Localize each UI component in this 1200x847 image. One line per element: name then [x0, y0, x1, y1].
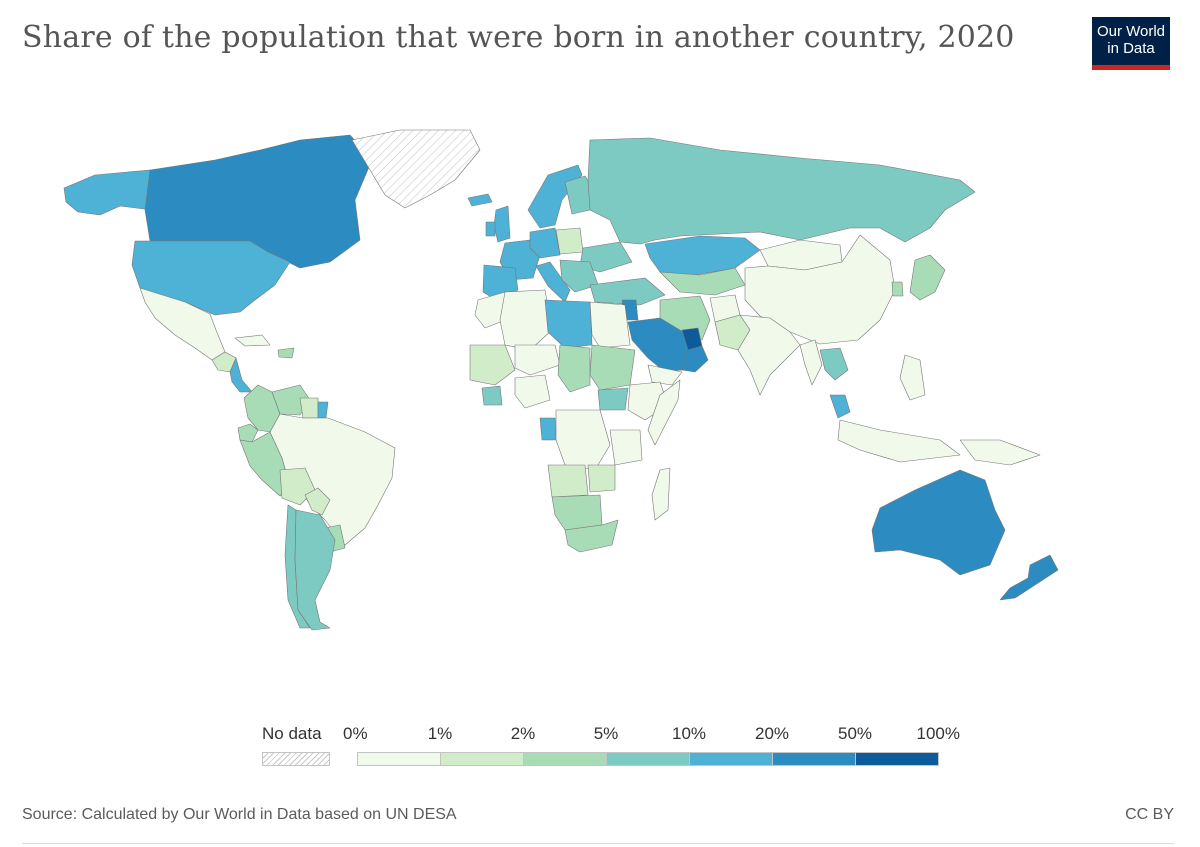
legend-tick-label: 20%	[754, 724, 790, 743]
country-united-kingdom[interactable]	[493, 205, 511, 243]
world-map[interactable]	[0, 100, 1200, 700]
country-french-guiana[interactable]	[317, 401, 329, 419]
country-ireland[interactable]	[485, 221, 496, 237]
country-dominican-republic[interactable]	[277, 347, 295, 359]
legend-swatch[interactable]	[689, 752, 773, 766]
country-tanzania[interactable]	[609, 429, 643, 466]
country-algeria[interactable]	[499, 289, 553, 351]
country-mali[interactable]	[469, 344, 516, 386]
country-germany[interactable]	[529, 227, 561, 259]
legend-no-data-label: No data	[262, 724, 322, 743]
country-south-sudan[interactable]	[597, 387, 629, 411]
country-argentina[interactable]	[294, 509, 336, 631]
country-nigeria[interactable]	[514, 374, 551, 409]
country-australia[interactable]	[871, 469, 1006, 576]
country-india[interactable]	[737, 314, 801, 396]
country-oman[interactable]	[681, 345, 709, 373]
country-somalia[interactable]	[647, 379, 681, 446]
country-cuba[interactable]	[234, 334, 271, 347]
legend-swatch[interactable]	[606, 752, 690, 766]
legend-tick-label: 5%	[593, 724, 619, 743]
country-balkans[interactable]	[559, 259, 599, 293]
country-philippines[interactable]	[899, 354, 926, 401]
country-italy[interactable]	[535, 261, 571, 303]
legend-swatch[interactable]	[357, 752, 441, 766]
country-niger[interactable]	[514, 344, 561, 376]
country-thailand[interactable]	[819, 347, 849, 381]
owid-logo[interactable]: Our World in Data	[1092, 17, 1170, 70]
country-angola[interactable]	[547, 464, 589, 498]
logo-line-1: Our World	[1096, 23, 1166, 40]
country-chad[interactable]	[557, 344, 591, 393]
country-kazakhstan[interactable]	[644, 235, 761, 276]
country-sudan[interactable]	[589, 344, 636, 391]
country-ecuador[interactable]	[237, 423, 259, 443]
country-libya[interactable]	[544, 299, 593, 349]
legend-tick-label: 100%	[916, 724, 960, 743]
country-iceland[interactable]	[467, 193, 493, 207]
country-indonesia[interactable]	[837, 419, 961, 463]
legend-swatch[interactable]	[440, 752, 524, 766]
legend-no-data-swatch[interactable]	[262, 752, 330, 766]
country-guyana-suriname[interactable]	[299, 397, 319, 419]
legend-tick-label: 1%	[427, 724, 453, 743]
country-dr-congo[interactable]	[555, 409, 611, 471]
country-greenland[interactable]	[351, 129, 481, 209]
country-japan[interactable]	[909, 254, 946, 301]
legend-tick-label: 10%	[671, 724, 707, 743]
country-gabon[interactable]	[539, 417, 557, 441]
country-alaska[interactable]	[63, 169, 153, 216]
country-south-africa[interactable]	[564, 519, 619, 553]
country-namibia-botswana[interactable]	[551, 494, 603, 531]
legend-swatch[interactable]	[772, 752, 856, 766]
legend-tick-label: 2%	[510, 724, 536, 743]
legend-swatch[interactable]	[523, 752, 607, 766]
source-note: Source: Calculated by Our World in Data …	[22, 806, 457, 823]
footer-divider	[22, 843, 1174, 844]
legend-tick-label: 0%	[343, 724, 368, 743]
country-madagascar[interactable]	[651, 467, 671, 521]
country-myanmar[interactable]	[799, 339, 823, 386]
logo-line-2: in Data	[1107, 40, 1155, 57]
country-malaysia[interactable]	[829, 394, 851, 419]
country-paraguay[interactable]	[304, 487, 331, 516]
logo-accent-bar	[1092, 65, 1170, 70]
legend-tick-label: 50%	[837, 724, 873, 743]
country-c-te-d-ivoire[interactable]	[481, 385, 503, 406]
country-papua-new-guinea[interactable]	[959, 439, 1041, 466]
license-link[interactable]: CC BY	[1125, 806, 1174, 823]
country-egypt[interactable]	[589, 301, 631, 349]
country-yemen[interactable]	[647, 364, 683, 386]
chart-title: Share of the population that were born i…	[22, 20, 1015, 55]
country-poland[interactable]	[555, 227, 584, 255]
country-new-zealand[interactable]	[999, 554, 1059, 601]
legend-swatch[interactable]	[855, 752, 939, 766]
country-south-korea[interactable]	[891, 281, 904, 297]
country-turkey[interactable]	[589, 277, 666, 306]
country-zambia[interactable]	[587, 464, 616, 493]
country-russia[interactable]	[587, 137, 976, 245]
